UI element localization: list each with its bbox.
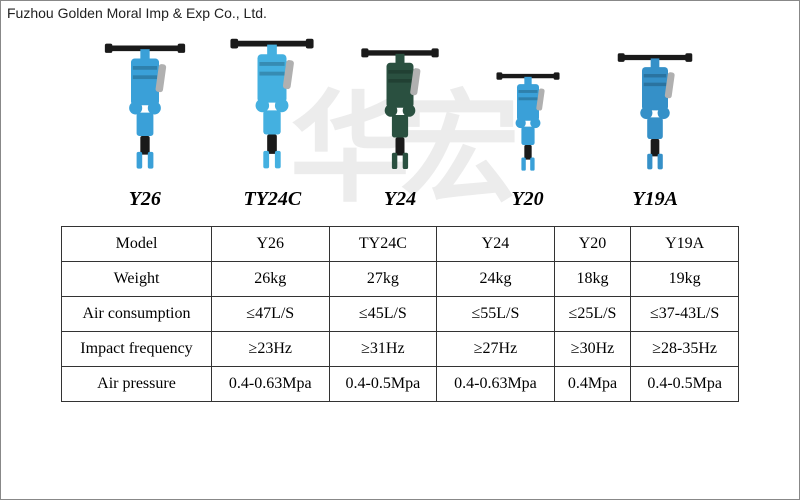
table-row: Air consumption≤47L/S≤45L/S≤55L/S≤25L/S≤… [62,297,739,332]
table-header-cell: Y26 [212,227,330,262]
table-cell: 0.4-0.5Mpa [631,367,739,402]
table-header-row: ModelY26TY24CY24Y20Y19A [62,227,739,262]
table-header-cell: Y24 [437,227,555,262]
row-label: Air consumption [62,297,212,332]
rock-drill-icon [483,68,573,178]
main-content: 华宏 Y26 [1,1,799,422]
table-body: Weight26kg27kg24kg18kg19kgAir consumptio… [62,262,739,402]
table-row: Air pressure0.4-0.63Mpa0.4-0.5Mpa0.4-0.6… [62,367,739,402]
product: Y19A [610,48,700,211]
table-cell: ≤37-43L/S [631,297,739,332]
table-cell: ≤47L/S [212,297,330,332]
product-label: TY24C [244,188,302,211]
rock-drill-icon [227,33,317,178]
table-cell: 0.4-0.63Mpa [437,367,555,402]
table-cell: 0.4Mpa [554,367,631,402]
table-cell: 24kg [437,262,555,297]
rock-drill-icon [610,48,700,178]
product-label: Y19A [632,188,678,211]
table-row: Impact frequency≥23Hz≥31Hz≥27Hz≥30Hz≥28-… [62,332,739,367]
table-cell: ≤45L/S [329,297,437,332]
table-cell: 27kg [329,262,437,297]
table-cell: ≥28-35Hz [631,332,739,367]
table-header-cell: Y19A [631,227,739,262]
table-cell: ≤25L/S [554,297,631,332]
table-cell: 18kg [554,262,631,297]
table-cell: ≥23Hz [212,332,330,367]
product: Y20 [483,68,573,211]
table-cell: 26kg [212,262,330,297]
row-label: Air pressure [62,367,212,402]
product-label: Y20 [511,188,543,211]
table-header-cell: TY24C [329,227,437,262]
table-row: Weight26kg27kg24kg18kg19kg [62,262,739,297]
product: Y26 [100,38,190,211]
table-cell: ≤55L/S [437,297,555,332]
product-label: Y24 [384,188,416,211]
table-header-cell: Model [62,227,212,262]
table-cell: 0.4-0.63Mpa [212,367,330,402]
table-cell: ≥27Hz [437,332,555,367]
table-cell: ≥30Hz [554,332,631,367]
table-cell: 19kg [631,262,739,297]
table-cell: ≥31Hz [329,332,437,367]
spec-table: ModelY26TY24CY24Y20Y19A Weight26kg27kg24… [61,226,739,402]
products-row: 华宏 Y26 [61,31,739,211]
product: Y24 [355,43,445,211]
rock-drill-icon [100,38,190,178]
table-header-cell: Y20 [554,227,631,262]
row-label: Weight [62,262,212,297]
product: TY24C [227,33,317,211]
rock-drill-icon [355,43,445,178]
product-label: Y26 [129,188,161,211]
table-cell: 0.4-0.5Mpa [329,367,437,402]
row-label: Impact frequency [62,332,212,367]
company-label: Fuzhou Golden Moral Imp & Exp Co., Ltd. [7,5,267,21]
